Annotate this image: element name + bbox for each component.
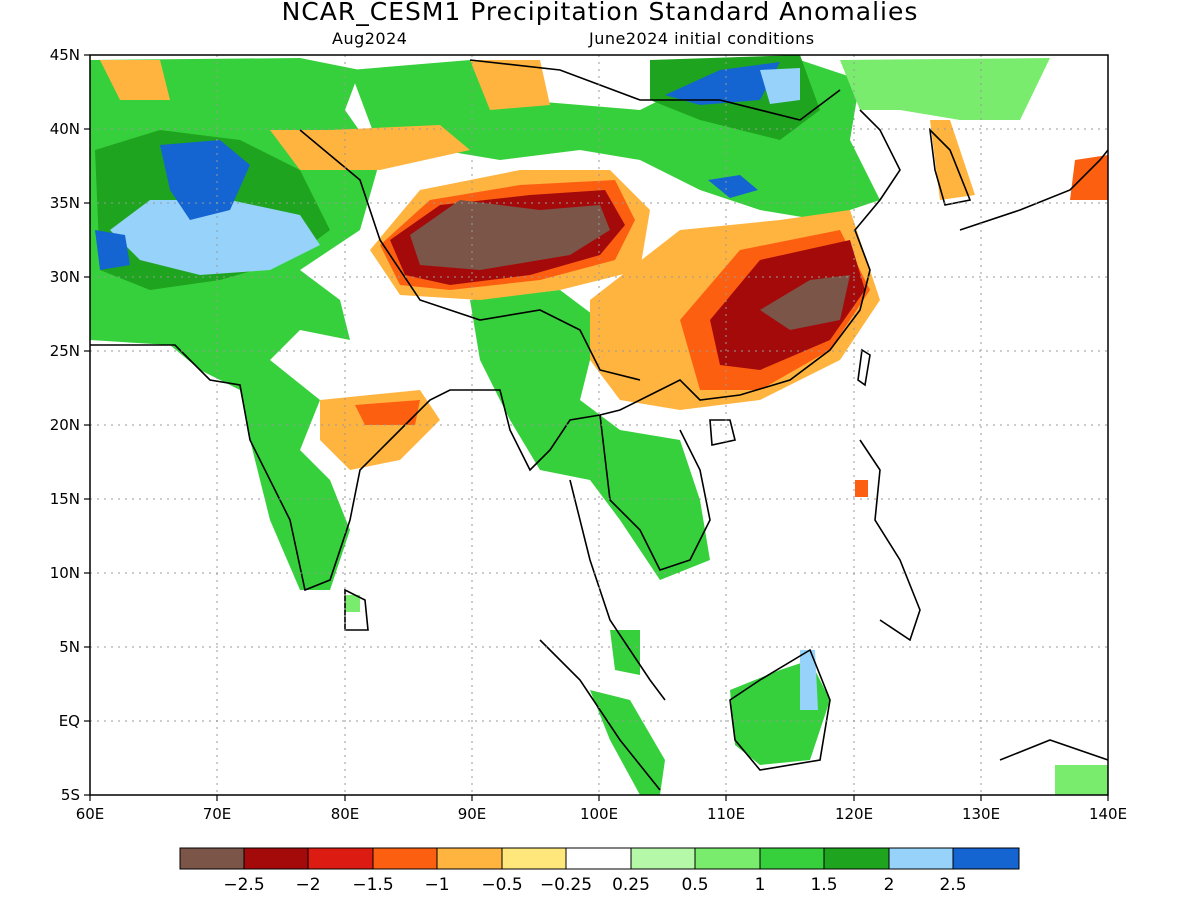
very-wet-region-3 [95, 230, 130, 270]
coastline-korea [928, 127, 972, 206]
gridlines [90, 55, 1108, 795]
colorbar-swatch [888, 847, 954, 870]
coastline-borneo [729, 648, 831, 771]
colorbar-swatch [243, 847, 309, 870]
wet-region-srilanka [345, 595, 360, 612]
colorbar-swatch [694, 847, 761, 870]
colorbar-swatch [759, 847, 825, 870]
colorbar-label: −0.25 [540, 875, 592, 895]
y-tick-label: 20N [50, 416, 80, 434]
wet-region-newguinea [1055, 765, 1108, 795]
dry-region-india [320, 390, 440, 470]
colorbar-swatch [436, 847, 503, 870]
dry-region-north-3 [100, 60, 170, 100]
dry-region-tibet-brown [410, 200, 610, 270]
coastline-japan [959, 149, 1108, 231]
x-tick-label: 60E [76, 805, 105, 823]
dry-region-north-2 [470, 60, 550, 110]
colorbar-label: −2 [295, 875, 320, 895]
tick-marks [84, 54, 1109, 801]
colorbar-swatch [307, 847, 374, 870]
colorbar-label: −1.5 [352, 875, 393, 895]
y-tick-label: 5S [61, 786, 80, 804]
very-wet-mongolia [665, 62, 780, 105]
colorbar [179, 847, 1020, 870]
dry-region-india-orange [355, 400, 420, 425]
colorbar-swatch [179, 847, 245, 870]
dry-region-philippines [855, 480, 868, 497]
y-axis-labels: 5S EQ 5N 10N 15N 20N 25N 30N 35N 40N 45N [50, 46, 80, 804]
wet-region-malaysia [610, 630, 640, 675]
colorbar-label: 0.25 [612, 875, 650, 895]
coastline-asia-south [90, 109, 901, 592]
x-tick-label: 100E [580, 805, 618, 823]
wet-region-indochina [470, 290, 710, 580]
border-china [299, 129, 641, 381]
colorbar-label: 2.5 [939, 875, 966, 895]
dry-region-korea [930, 120, 975, 200]
dry-region-china-south-brown [760, 275, 850, 330]
wet-region-borneo-blue [800, 650, 818, 710]
coastlines [90, 59, 1108, 791]
y-tick-label: 35N [50, 194, 80, 212]
coastline-newguinea [999, 739, 1108, 761]
x-tick-label: 90E [458, 805, 487, 823]
x-axis-labels: 60E 70E 80E 90E 100E 110E 120E 130E 140E [76, 805, 1127, 823]
x-tick-label: 110E [707, 805, 745, 823]
x-tick-label: 120E [835, 805, 873, 823]
y-tick-label: EQ [59, 712, 80, 730]
colorbar-label: 1 [755, 875, 766, 895]
coastline-indochina [599, 414, 711, 571]
wet-blue-mongolia-2 [760, 68, 800, 104]
y-tick-label: 5N [59, 638, 80, 656]
border-mongolia [469, 59, 841, 121]
colorbar-swatch [501, 847, 567, 870]
colorbar-swatch [952, 847, 1020, 870]
coastline-malay [569, 479, 666, 701]
y-tick-label: 10N [50, 564, 80, 582]
x-tick-label: 140E [1089, 805, 1127, 823]
colorbar-label: −2.5 [223, 875, 264, 895]
colorbar-swatch [630, 847, 696, 870]
colorbar-label: −0.5 [481, 875, 522, 895]
y-tick-label: 25N [50, 342, 80, 360]
x-tick-label: 80E [331, 805, 360, 823]
y-tick-label: 30N [50, 268, 80, 286]
colorbar-swatch [372, 847, 438, 870]
coastline-sumatra [539, 639, 661, 791]
y-tick-label: 15N [50, 490, 80, 508]
colorbar-label: 0.5 [681, 875, 708, 895]
very-wet-region-2 [160, 140, 250, 220]
colorbar-swatch [823, 847, 890, 870]
coastline-taiwan [857, 348, 871, 387]
coastline-philippines [859, 439, 921, 642]
colorbar-label: 2 [884, 875, 895, 895]
colorbar-swatch [565, 847, 632, 870]
colorbar-label: 1.5 [810, 875, 837, 895]
wet-region-china-east [840, 58, 1050, 120]
forecast-month: Aug2024 [332, 29, 408, 48]
map-title: NCAR_CESM1 Precipitation Standard Anomal… [281, 0, 919, 26]
y-tick-label: 40N [50, 120, 80, 138]
y-tick-label: 45N [50, 46, 80, 64]
dry-region-japan [1070, 155, 1108, 200]
dry-region-north [270, 125, 470, 170]
initial-conditions: June2024 initial conditions [589, 29, 815, 48]
coastline-hainan [709, 419, 736, 446]
wet-blue-china [708, 175, 758, 198]
x-tick-label: 70E [203, 805, 232, 823]
anomaly-field [90, 55, 1108, 795]
colorbar-label: −1 [424, 875, 449, 895]
wet-region-sumatra [590, 690, 665, 795]
colorbar-labels: −2.5 −2 −1.5 −1 −0.5 −0.25 0.25 0.5 1 1.… [223, 875, 966, 895]
very-wet-region-1 [110, 200, 320, 275]
x-tick-label: 130E [962, 805, 1000, 823]
